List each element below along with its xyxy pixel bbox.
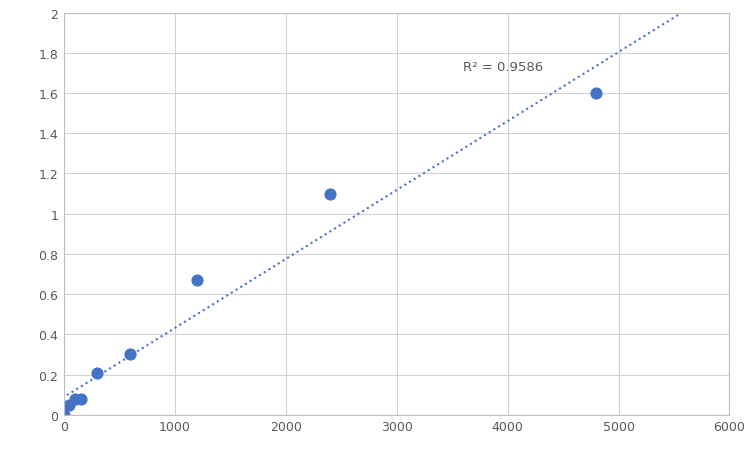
Text: R² = 0.9586: R² = 0.9586 — [463, 61, 544, 74]
Point — [63, 401, 75, 409]
Point — [74, 395, 86, 402]
Point — [91, 369, 103, 377]
Point — [69, 395, 81, 402]
Point — [124, 351, 136, 358]
Point — [590, 90, 602, 97]
Point — [58, 411, 70, 419]
Point — [191, 277, 203, 284]
Point — [324, 190, 336, 198]
